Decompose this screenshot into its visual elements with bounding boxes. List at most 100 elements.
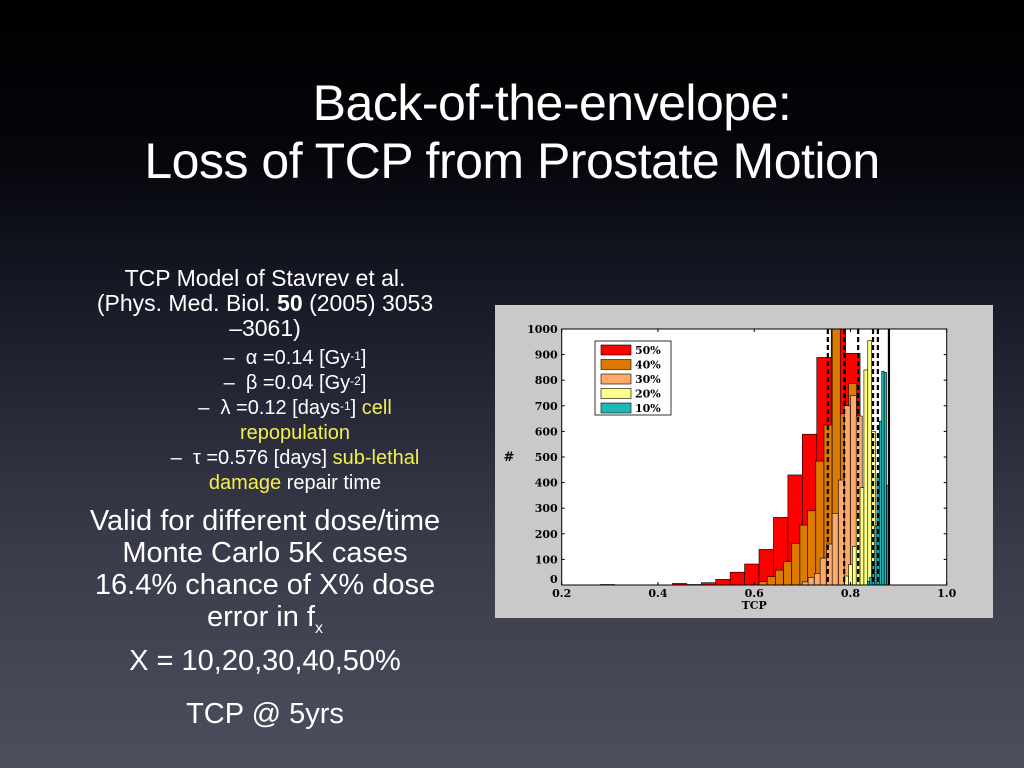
parameter-unit-close: ] (360, 372, 367, 394)
histogram-bar (883, 372, 887, 586)
y-tick-label: 600 (535, 425, 558, 438)
histogram-bar (799, 524, 809, 586)
histogram-bar (879, 420, 883, 586)
y-tick-label: 700 (535, 400, 558, 413)
histogram-bar (863, 369, 869, 586)
parameter-highlight: sub-lethal (332, 447, 420, 469)
x-tick-label: 0.2 (552, 587, 571, 600)
footer-text: TCP @ 5yrs (186, 698, 344, 730)
parameter-highlight: cell (361, 397, 392, 419)
legend-swatch (600, 373, 632, 385)
histogram-bar (775, 569, 784, 586)
x-tick-label: 0.8 (841, 587, 860, 600)
histogram-bar (859, 487, 865, 586)
parameter-unit-close: ] (360, 347, 367, 369)
parameter-list: – α =0.14 [Gy-1] – β =0.04 [Gy-2] – λ =0.1… (120, 346, 470, 496)
histogram-bar (869, 577, 873, 586)
parameter-unit-close: ] (350, 397, 362, 419)
tcp-histogram-chart: 0 100 200 300 400 500 600 700 800 900 1000 0.2 0.4 0.… (495, 305, 993, 618)
histogram-bar (807, 577, 815, 586)
model-line-1: TCP Model of Stavrev et al. (124, 265, 406, 291)
parameter-exponent: -2 (350, 374, 361, 388)
legend-label: 50% (635, 344, 661, 357)
parameter-exponent: -1 (350, 349, 361, 363)
y-tick-label: 100 (535, 553, 558, 566)
citation-year-pages: (2005) 3053 (302, 290, 434, 316)
histogram-bar (867, 340, 872, 586)
histogram-bar (791, 542, 801, 586)
histogram-bar (848, 564, 853, 586)
x-tick-label: 0.6 (745, 587, 764, 600)
histogram-bar (855, 518, 861, 586)
title-line-2: Loss of TCP from Prostate Motion (144, 133, 880, 189)
parameter-text: α =0.14 [Gy (245, 347, 351, 369)
parameter-highlight: repopulation (239, 422, 351, 444)
bullet-dash: – (223, 372, 246, 394)
histogram-bar (852, 546, 857, 586)
legend-label: 40% (635, 359, 661, 372)
histogram-bar (766, 576, 776, 586)
bullet-dash: – (170, 447, 193, 469)
error-text: error in f (207, 601, 315, 633)
slide-title: Back-of-the-envelope: Loss of TCP from P… (0, 74, 1024, 190)
histogram-bar (881, 370, 885, 586)
parameter-row: damage repair time (120, 471, 470, 496)
model-line-2: (Phys. Med. Biol. 50 (2005) 3053 (50, 291, 480, 316)
y-tick-label: 500 (535, 451, 558, 464)
bullet-dash: – (223, 347, 246, 369)
parameter-row: repopulation (120, 421, 470, 446)
parameter-highlight: damage (208, 472, 282, 494)
title-line-1: Back-of-the-envelope: (312, 75, 792, 131)
y-tick-label: 200 (535, 528, 558, 541)
citation-volume: 50 (277, 290, 303, 316)
parameter-text: λ =0.12 [days (220, 397, 340, 419)
x-tick-label: 0.4 (648, 587, 667, 600)
parameter-row: – β =0.04 [Gy-2] (120, 371, 470, 396)
bullet-dash: – (198, 397, 221, 419)
summary-line-2: Monte Carlo 5K cases (122, 537, 408, 569)
legend-swatch (600, 344, 632, 356)
histogram-bar (715, 579, 731, 586)
x-tick-label: 1.0 (937, 587, 956, 600)
y-axis-label: # (504, 450, 515, 465)
model-reference: TCP Model of Stavrev et al. (Phys. Med. … (50, 266, 480, 341)
parameter-row: – τ =0.576 [days] sub-lethal (120, 446, 470, 471)
histogram-bar (744, 563, 760, 586)
summary-line-4: error in fx (40, 601, 490, 645)
legend-swatch (600, 388, 632, 399)
y-tick-label: 300 (535, 502, 558, 515)
subscript-x: x (314, 619, 323, 637)
summary-line-5: X = 10,20,30,40,50% (129, 644, 401, 677)
histogram-bar (843, 405, 851, 586)
histogram-bar (819, 557, 827, 586)
parameter-row: – λ =0.12 [days-1] cell (120, 396, 470, 421)
summary-line-1: Valid for different dose/time (89, 505, 441, 537)
histogram-bar (783, 561, 792, 586)
parameter-text: β =0.04 [Gy (245, 372, 351, 394)
parameter-exponent: -1 (339, 399, 351, 413)
legend-label: 30% (635, 373, 661, 386)
summary-line-3: 16.4% chance of X% dose (94, 569, 436, 601)
histogram-bar (814, 573, 821, 586)
y-tick-label: 0 (550, 573, 558, 586)
histogram-bar (874, 525, 878, 586)
y-tick-label: 900 (535, 349, 558, 362)
summary-text: Valid for different dose/time Monte Carl… (40, 505, 490, 677)
legend-swatch (600, 359, 632, 370)
y-tick-label: 1000 (527, 323, 558, 336)
histogram-bar (729, 571, 745, 586)
parameter-text: τ =0.576 [days] (192, 447, 333, 469)
chart-svg: 0 100 200 300 400 500 600 700 800 900 1000 0.2 0.4 0.… (504, 323, 957, 612)
legend-label: 10% (635, 402, 661, 415)
y-tick-label: 800 (535, 374, 558, 387)
y-tick-label: 400 (535, 477, 558, 490)
parameter-tail: repair time (281, 472, 382, 494)
model-line-3: –3061) (229, 315, 301, 341)
legend-swatch (600, 402, 632, 414)
parameter-row: – α =0.14 [Gy-1] (120, 346, 470, 371)
histogram-bar (831, 513, 839, 586)
x-axis-label: TCP (742, 599, 767, 612)
histogram-bar (866, 580, 871, 586)
legend-label: 20% (635, 388, 661, 401)
citation-text: (Phys. Med. Biol. (96, 290, 278, 316)
